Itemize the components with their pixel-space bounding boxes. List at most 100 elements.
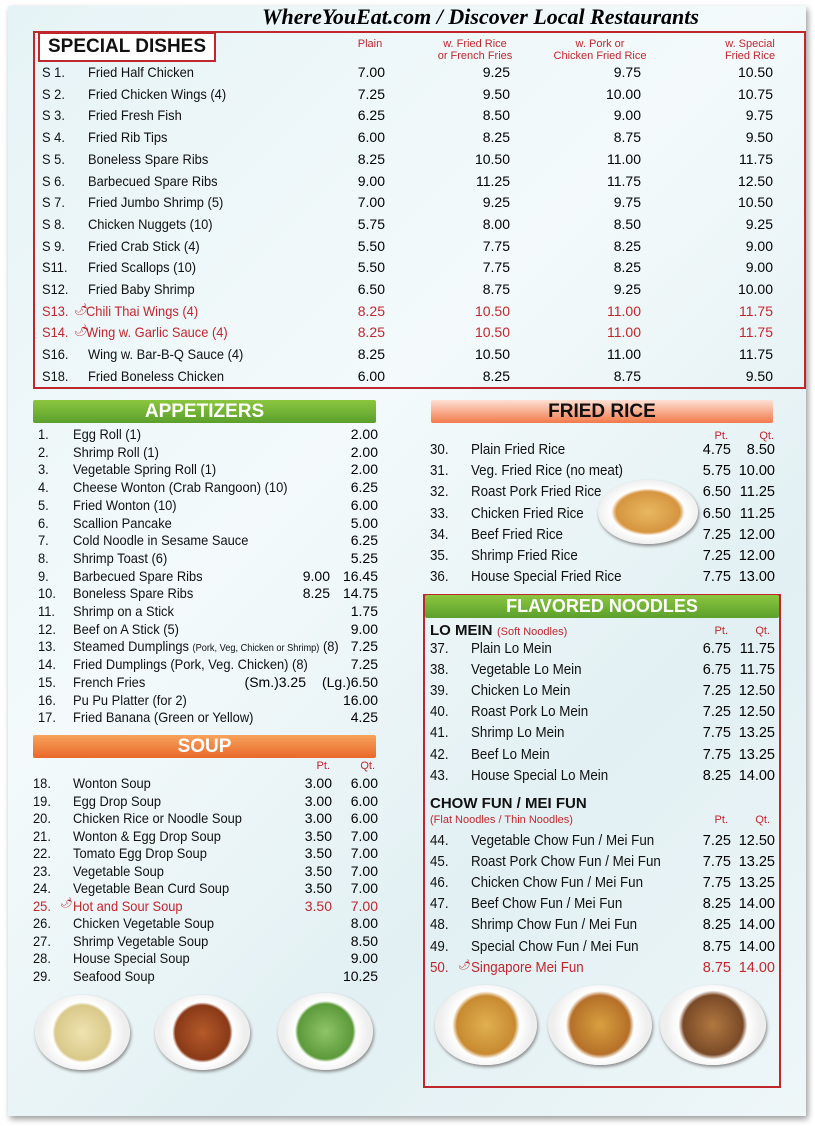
- item-price-small: 8.25: [702, 917, 731, 934]
- item-code: 49.: [430, 938, 449, 955]
- item-price-large: 13.25: [738, 854, 775, 871]
- col-line2: Chicken Fried Rice: [553, 50, 647, 62]
- chili-pepper-icon: 🌶: [74, 325, 88, 338]
- item-code: 30.: [430, 442, 449, 458]
- item-code: S13.: [42, 302, 69, 319]
- item-code: 38.: [430, 662, 449, 679]
- item-code: S11.: [42, 259, 68, 276]
- item-name: Wing w. Bar-B-Q Sauce (4): [88, 346, 244, 363]
- item-price: 8.25: [482, 129, 510, 146]
- item-price-small: 7.25: [702, 833, 731, 849]
- item-code: 5.: [38, 496, 49, 513]
- item-code: S 8.: [42, 215, 65, 232]
- item-code: S16.: [42, 346, 69, 363]
- item-code: 41.: [430, 725, 449, 742]
- chili-pepper-icon: 🌶: [458, 959, 471, 971]
- item-code: 23.: [33, 862, 51, 879]
- item-name: Beef on A Stick (5): [73, 620, 179, 637]
- item-price-large: 7.25: [350, 638, 378, 655]
- item-price: 10.50: [474, 346, 510, 363]
- item-price-large: 13.25: [738, 746, 775, 763]
- item-price-large: 8.00: [350, 915, 378, 931]
- item-code: S 1.: [42, 64, 65, 80]
- item-name: Roast Pork Fried Rice: [471, 484, 602, 501]
- item-price-large: 4.25: [350, 709, 378, 726]
- item-price: 11.75: [739, 150, 773, 167]
- item-name: Steamed Dumplings (Pork, Veg, Chicken or…: [73, 638, 339, 654]
- item-price-small: 8.25: [302, 585, 330, 602]
- item-code: 43.: [430, 767, 449, 784]
- item-price: 8.75: [613, 367, 641, 384]
- item-price: 7.00: [357, 64, 385, 80]
- item-name: Vegetable Chow Fun / Mei Fun: [471, 833, 655, 849]
- item-name: Fried Rib Tips: [88, 129, 168, 146]
- item-name: Chicken Fried Rice: [471, 505, 584, 522]
- item-code: 1.: [38, 426, 49, 442]
- item-code: 24.: [33, 880, 51, 896]
- item-price-small: 8.75: [702, 938, 731, 955]
- item-price: 9.50: [745, 129, 773, 146]
- item-price: 11.75: [739, 324, 773, 341]
- item-price-small: 7.75: [702, 725, 731, 742]
- item-code: 10.: [38, 585, 56, 602]
- item-code: 26.: [33, 915, 51, 931]
- item-code: 45.: [430, 854, 449, 871]
- soup-qt-label: Qt.: [360, 760, 375, 772]
- item-price-small: 3.50: [304, 897, 332, 914]
- item-name: Wonton & Egg Drop Soup: [73, 827, 221, 844]
- item-name: Wonton Soup: [73, 775, 151, 791]
- col-line1: w. Special: [725, 38, 775, 50]
- item-name: Shrimp Fried Rice: [471, 548, 578, 564]
- item-name: Seafood Soup: [73, 967, 155, 984]
- item-code: 18.: [33, 775, 51, 791]
- item-price: 10.50: [474, 150, 510, 167]
- item-price-large: 8.50: [746, 442, 775, 458]
- fried-rice-photo: [598, 480, 698, 544]
- soup-header: SOUP: [33, 735, 376, 758]
- item-price-small: 3.50: [304, 862, 332, 879]
- item-price: 11.00: [607, 302, 641, 319]
- item-price: 8.25: [482, 367, 510, 384]
- item-price-large: 6.00: [350, 496, 378, 513]
- item-price-large: 5.00: [350, 514, 378, 531]
- item-name: Boneless Spare Ribs: [73, 585, 194, 602]
- item-price: 9.50: [482, 85, 510, 102]
- col-line2: or French Fries: [437, 50, 513, 62]
- item-count: (8): [322, 638, 339, 655]
- item-name: Egg Drop Soup: [73, 792, 162, 809]
- item-price-large: (Lg.)6.50: [321, 673, 378, 690]
- item-code: 22.: [33, 845, 51, 861]
- item-name: Hot and Sour Soup: [73, 897, 183, 914]
- item-price: 6.00: [357, 367, 385, 384]
- item-price: 11.00: [607, 150, 641, 167]
- lo-mein-qt-label: Qt.: [755, 625, 770, 637]
- item-price-small: 3.50: [304, 880, 332, 896]
- item-price-large: 12.00: [738, 548, 775, 564]
- menu-page: [8, 6, 806, 1116]
- item-code: 25.: [33, 897, 51, 914]
- item-price-large: 13.00: [738, 569, 775, 586]
- special-dishes-box: [33, 31, 806, 389]
- item-name: Cold Noodle in Sesame Sauce: [73, 532, 249, 549]
- item-price: 5.75: [357, 215, 385, 232]
- item-price-large: 11.25: [739, 484, 775, 501]
- item-code: 3.: [38, 461, 49, 478]
- item-price-large: 12.50: [738, 833, 775, 849]
- item-price: 5.50: [357, 237, 385, 254]
- item-price-large: 16.00: [342, 691, 378, 708]
- wonton-soup-photo: [35, 995, 130, 1070]
- item-note: (Pork, Veg, Chicken or Shrimp): [192, 643, 320, 655]
- item-price: 8.25: [357, 324, 385, 341]
- item-name: House Special Fried Rice: [471, 569, 622, 586]
- item-name-text: Steamed Dumplings: [73, 638, 189, 655]
- item-name: Egg Roll (1): [73, 426, 142, 442]
- item-price-large: 1.75: [350, 603, 378, 619]
- item-name: House Special Lo Mein: [471, 767, 609, 784]
- flavored-noodles-header: FLAVORED NOODLES: [425, 595, 779, 618]
- item-code: 34.: [430, 526, 449, 543]
- col-special-fried-rice: w. Special Fried Rice: [700, 38, 800, 62]
- chow-fun-photo: [660, 985, 766, 1065]
- item-code: 36.: [430, 569, 449, 586]
- item-price-small: 7.25: [702, 548, 731, 564]
- item-name: Vegetable Soup: [73, 862, 164, 879]
